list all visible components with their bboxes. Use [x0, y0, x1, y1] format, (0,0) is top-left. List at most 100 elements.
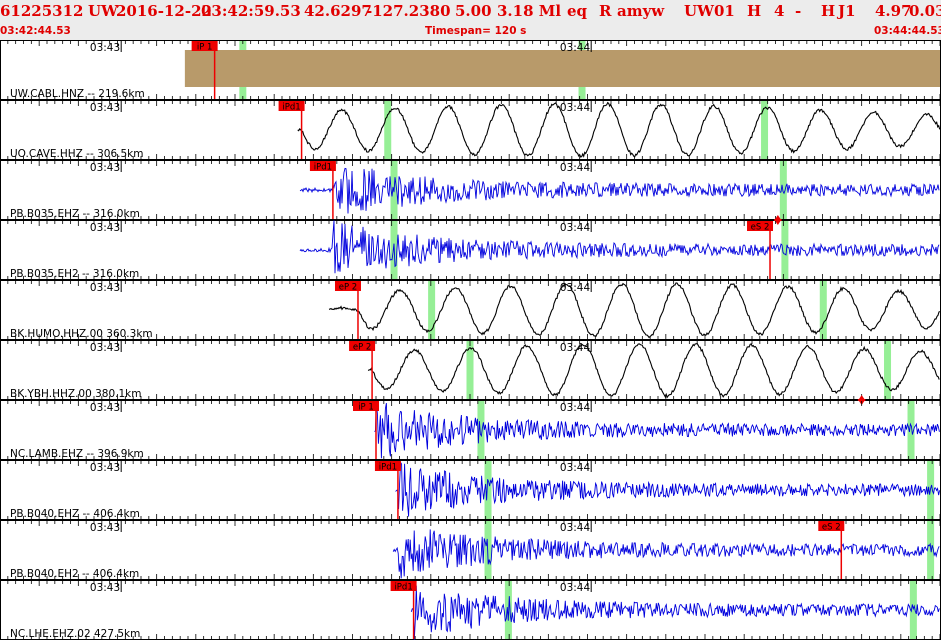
window-start-time: 03:42:44.53 — [0, 25, 71, 37]
coda-marker — [761, 101, 769, 159]
trace-waveform — [392, 529, 940, 579]
minute-tick-label: 03:44 — [560, 282, 591, 294]
coda-marker — [466, 341, 474, 399]
pick-box — [191, 41, 218, 51]
minute-tick-label: 03:44 — [560, 42, 591, 54]
event-date: 2016-12-22 — [116, 2, 212, 20]
station-label: PB.B035.EHZ -- 316.0km — [10, 208, 140, 220]
trace-waveform — [299, 167, 940, 214]
pick-box — [309, 161, 336, 171]
event-id: 61225312 — [0, 2, 84, 20]
event-value-1: 4.97 — [875, 2, 912, 20]
pick-box — [334, 281, 361, 291]
station-label: PB.B040.EH2 -- 406.4km — [10, 568, 139, 580]
coda-marker — [477, 401, 485, 459]
minute-tick-label: 03:43 — [90, 462, 120, 474]
event-lat: 42.6297 — [304, 2, 372, 20]
coda-marker — [884, 341, 892, 399]
event-code-5: H — [821, 2, 836, 20]
pick-label: iPd1 — [394, 583, 412, 593]
minute-tick-label: 03:43 — [90, 342, 120, 354]
minute-tick-label: 03:43 — [90, 42, 120, 54]
s-arrival-marker — [773, 215, 782, 221]
event-code-3: 4 — [774, 2, 785, 20]
event-magnitude: 3.18 Ml — [497, 2, 562, 20]
pick-label: iPd1 — [282, 103, 300, 113]
event-time: 03:42:59.53 — [201, 2, 301, 20]
event-code-1: 01 — [714, 2, 735, 20]
pick-box — [390, 581, 417, 591]
minute-tick-label: 03:44 — [560, 402, 591, 414]
minute-tick-label: 03:44 — [560, 102, 591, 114]
event-review: R — [599, 2, 612, 20]
window-end-time: 03:44:44.53 — [874, 25, 941, 37]
trace-waveform — [410, 585, 940, 640]
pick-label: iPd1 — [379, 463, 397, 473]
coda-marker — [779, 161, 787, 219]
station-label: BK.YBH.HHZ.00 380.1km — [10, 388, 141, 400]
station-label: PB.B035.EH2 -- 316.0km — [10, 268, 139, 280]
minute-tick-label: 03:44 — [560, 582, 591, 594]
event-network: UW — [88, 2, 118, 20]
station-label: BK.HUMO.HHZ.00 360.3km — [10, 328, 153, 340]
event-header: 61225312 UW 2016-12-22 03:42:59.53 42.62… — [0, 0, 941, 40]
event-type: eq — [567, 2, 588, 20]
trace-waveform — [374, 401, 940, 459]
event-code-4: - — [795, 2, 802, 20]
minute-tick-label: 03:44 — [560, 462, 591, 474]
coda-marker — [909, 581, 917, 639]
station-label: NC.LAMB.EHZ -- 396.9km — [10, 448, 144, 460]
trace-waveform — [328, 282, 941, 339]
minute-tick-label: 03:44 — [560, 222, 591, 234]
pick-label: eP 2 — [353, 343, 371, 353]
s-arrival-marker — [857, 395, 866, 401]
pick-box — [818, 521, 845, 531]
coda-marker — [907, 401, 915, 459]
timespan-label: Timespan= 120 s — [425, 25, 527, 37]
event-source: UW — [684, 2, 714, 20]
pick-box — [353, 401, 379, 411]
minute-tick-label: 03:44 — [560, 162, 591, 174]
pick-box — [349, 341, 376, 351]
coda-marker — [781, 221, 789, 279]
event-author: amyw — [617, 2, 665, 20]
event-value-2: 0.03 — [909, 2, 941, 20]
pick-label: eS 2 — [822, 523, 841, 533]
trace-waveform — [297, 101, 941, 158]
trace-waveform — [184, 50, 940, 87]
trace-waveform — [299, 220, 940, 274]
trace-panel — [0, 580, 941, 640]
trace-waveform — [367, 342, 940, 399]
coda-marker — [819, 281, 827, 339]
station-label: NC.LHE.EHZ.02 427.5km — [10, 628, 140, 640]
pick-box — [747, 221, 774, 231]
station-label: PB.B040.EHZ -- 406.4km — [10, 508, 140, 520]
minute-tick-label: 03:43 — [90, 222, 120, 234]
pick-box — [374, 461, 401, 471]
pick-label: iP 1 — [197, 43, 213, 53]
event-depth: 5.00 — [455, 2, 492, 20]
minute-tick-label: 03:43 — [90, 582, 120, 594]
minute-tick-label: 03:44 — [560, 522, 591, 534]
pick-box — [278, 101, 305, 111]
trace-waveform — [395, 460, 941, 517]
station-label: UO.CAVE.HHZ -- 306.5km — [10, 148, 143, 160]
coda-marker — [428, 281, 436, 339]
event-code-2: H — [747, 2, 762, 20]
minute-tick-label: 03:43 — [90, 282, 120, 294]
minute-tick-label: 03:43 — [90, 162, 120, 174]
pick-label: eP 2 — [339, 283, 357, 293]
pick-label: iPd1 — [314, 163, 332, 173]
coda-marker — [384, 101, 392, 159]
minute-tick-label: 03:43 — [90, 522, 120, 534]
minute-tick-label: 03:44 — [560, 342, 591, 354]
coda-marker — [484, 461, 492, 519]
minute-tick-label: 03:43 — [90, 102, 120, 114]
pick-label: eS 2 — [751, 223, 770, 233]
pick-label: iP 1 — [358, 403, 374, 413]
minute-tick-label: 03:43 — [90, 402, 120, 414]
event-lon: -127.2380 — [366, 2, 451, 20]
event-code-6: J1 — [838, 2, 856, 20]
station-label: UW.CABL.HNZ -- 219.6km — [10, 88, 145, 100]
